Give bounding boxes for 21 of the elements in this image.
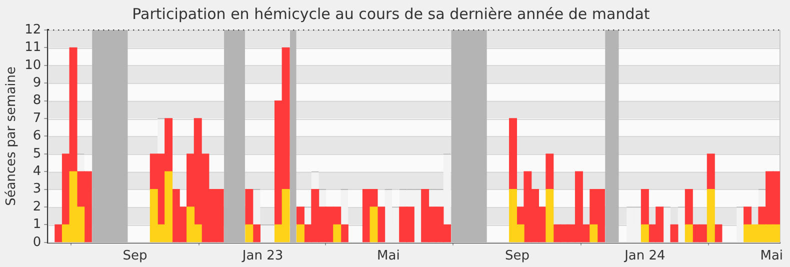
y-tick-label: 3 <box>32 182 42 197</box>
y-tick-label: 0 <box>32 234 42 250</box>
x-tick-label: Sep <box>504 248 530 264</box>
y-tick-label: 4 <box>32 164 42 179</box>
y-tick-label: 2 <box>32 199 42 214</box>
y-tick-label: 12 <box>24 22 42 38</box>
x-tick-label: Jan 23 <box>241 248 284 264</box>
y-tick-label: 10 <box>24 58 42 73</box>
x-tick-label: Jan 24 <box>624 248 666 264</box>
y-tick-label: 5 <box>32 146 42 162</box>
y-tick-label: 7 <box>32 110 42 126</box>
x-tick-label: Sep <box>122 248 148 264</box>
y-tick-label: 11 <box>24 40 42 56</box>
x-tick-label: Mai <box>377 248 400 264</box>
x-tick-label: Mai <box>760 248 784 264</box>
y-tick-label: 1 <box>32 217 42 232</box>
y-tick-label: 6 <box>32 128 42 144</box>
chart-title: Participation en hémicycle au cours de sa dernière année de mandat <box>132 4 650 23</box>
y-axis-title: Séances par semaine <box>4 66 20 206</box>
y-tick-label: 9 <box>32 75 42 90</box>
y-tick-label: 8 <box>32 93 42 108</box>
